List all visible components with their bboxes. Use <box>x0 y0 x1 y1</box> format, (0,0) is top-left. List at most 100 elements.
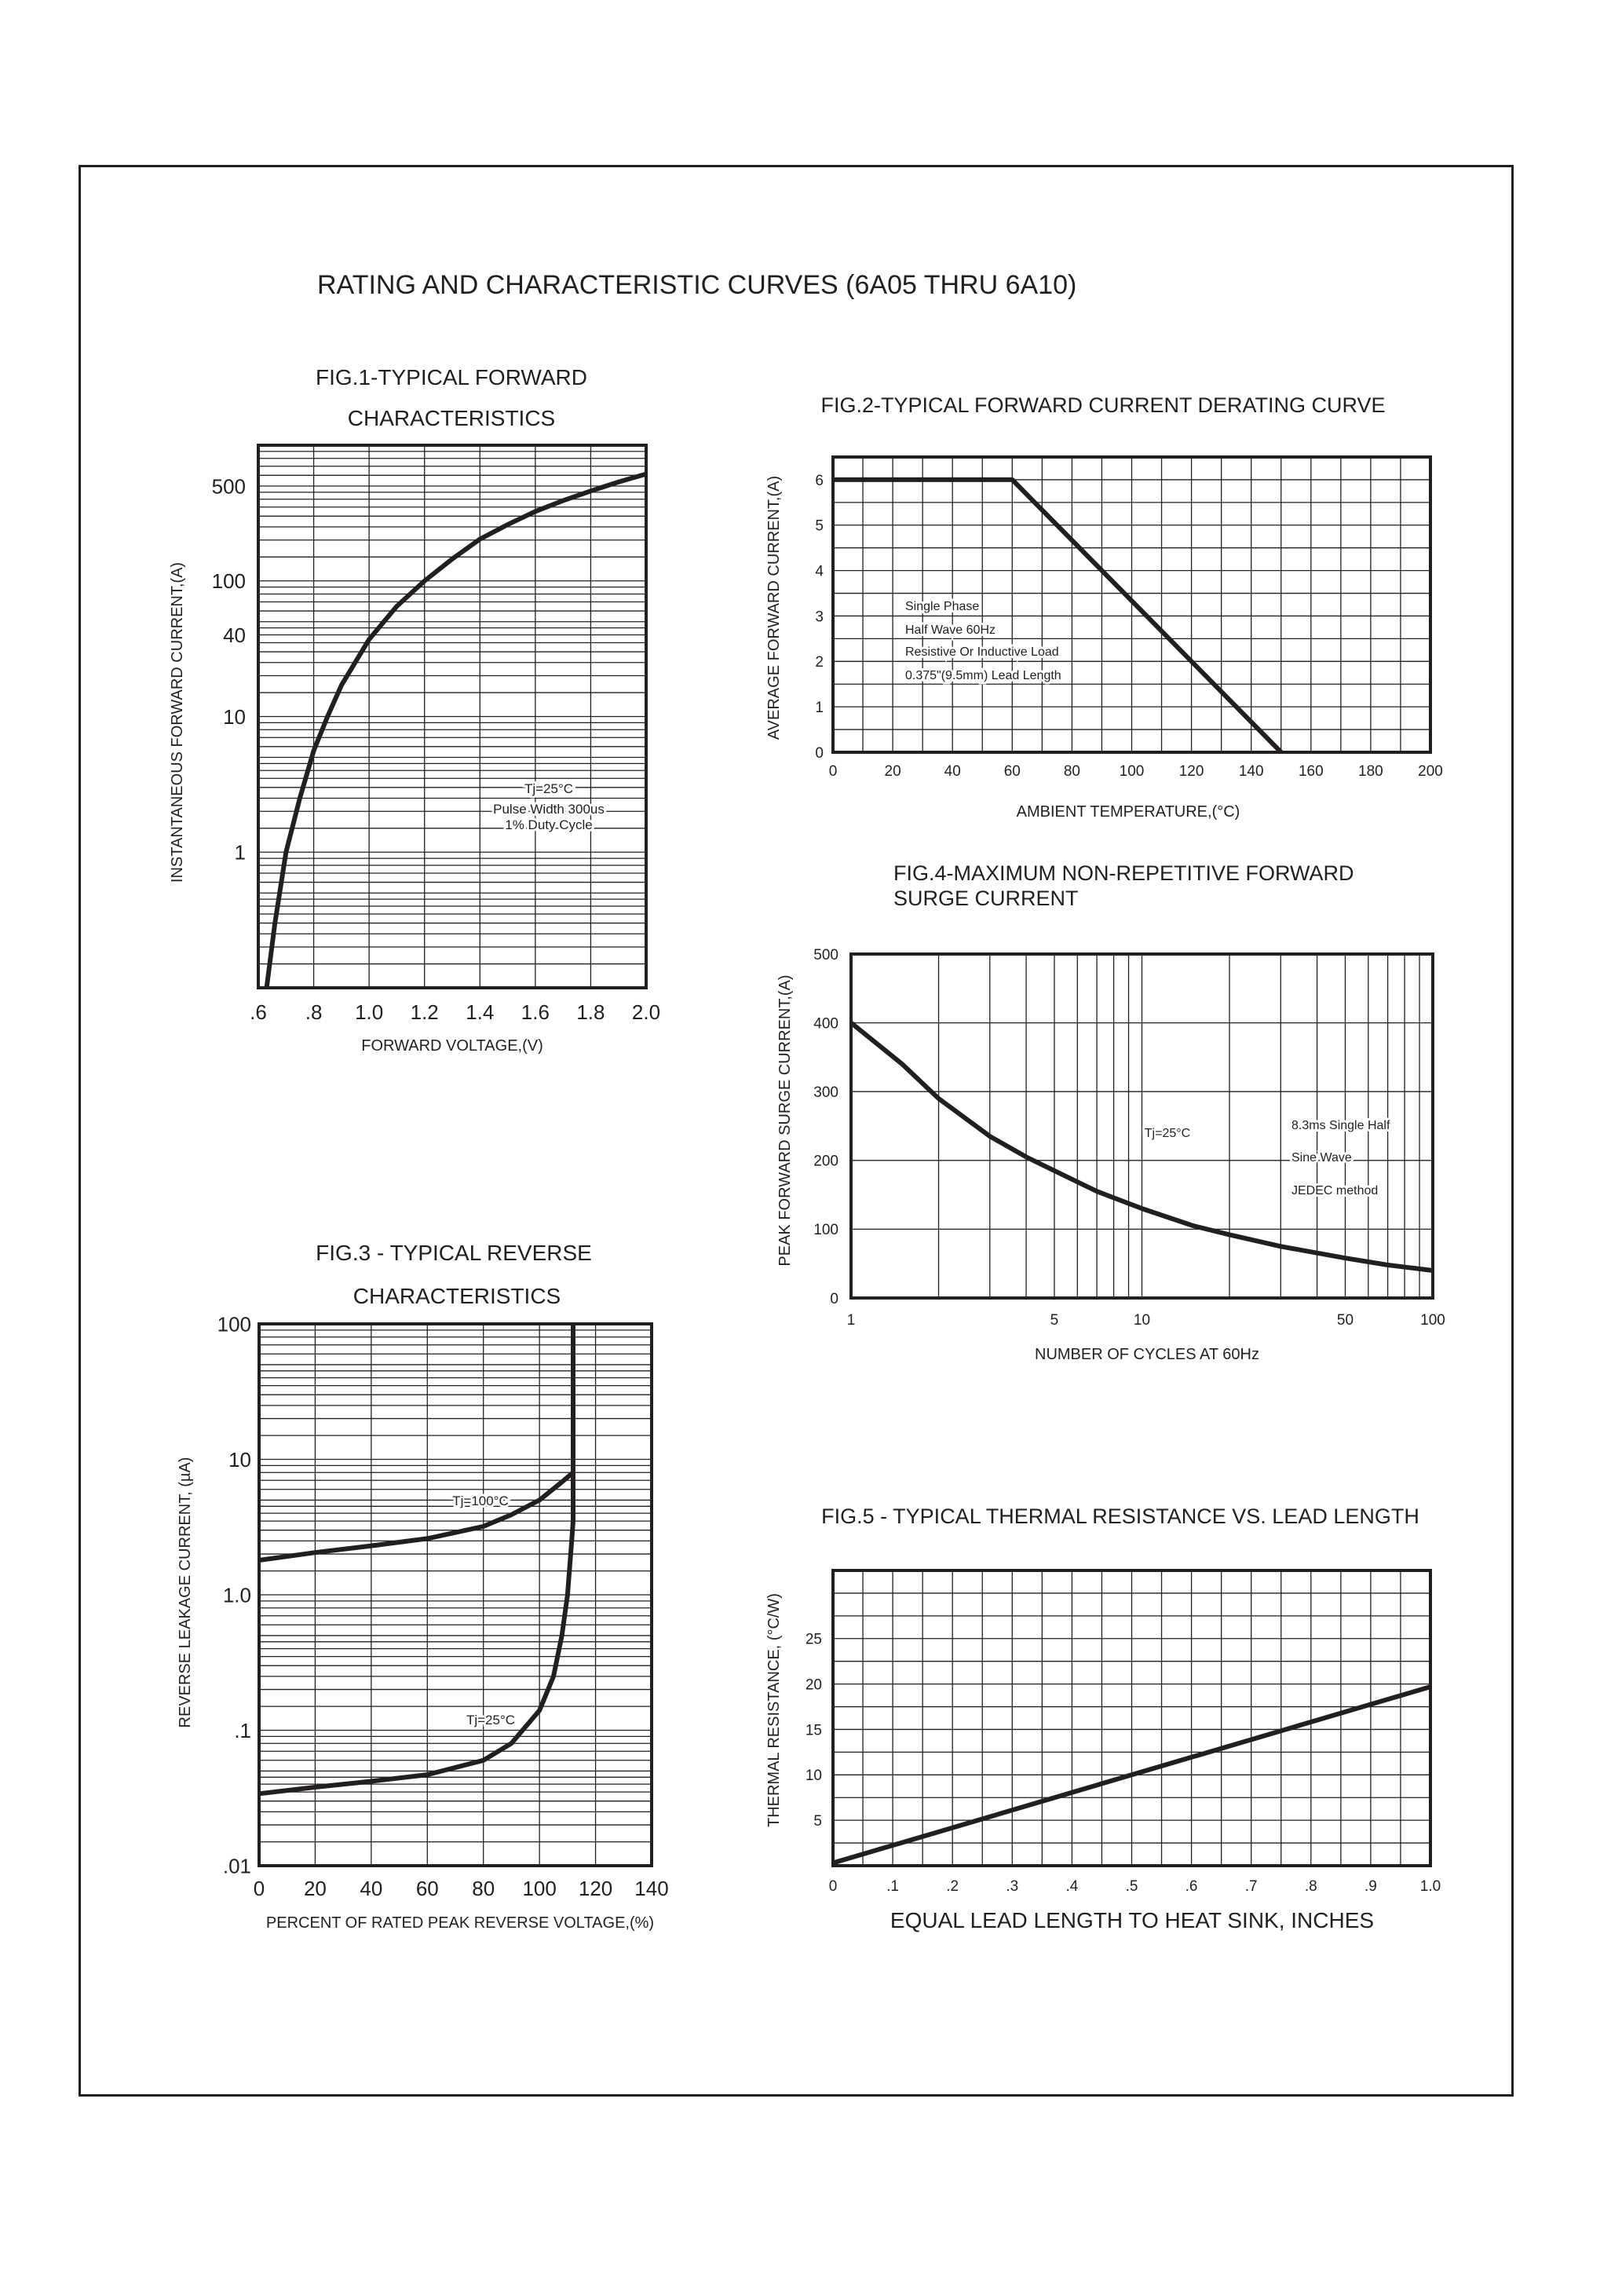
chart-fig3: Tj=100°C Tj=25°C FIG.3 - TYPICAL REVERSE CH… <box>177 1241 669 1932</box>
annotation-text: Tj=25°C <box>524 781 573 796</box>
annotation-text: Sine Wave <box>1291 1151 1352 1164</box>
plot-frame <box>258 1322 653 1867</box>
y-tick-label: 500 <box>813 947 838 963</box>
series-label: Tj=25°C <box>466 1713 515 1727</box>
x-tick-label: 180 <box>1358 763 1383 780</box>
x-tick-label: .3 <box>1006 1878 1018 1895</box>
y-tick-label: 200 <box>813 1153 838 1170</box>
x-tick-label: 80 <box>1064 763 1080 780</box>
x-tick-label: 0 <box>829 1878 838 1895</box>
x-tick-label: 40 <box>360 1877 382 1900</box>
x-tick-label: 140 <box>1239 763 1264 780</box>
y-axis-label: INSTANTANEOUS FORWARD CURRENT,(A) <box>169 562 186 883</box>
y-tick-label: 6 <box>815 473 824 489</box>
chart-title: CHARACTERISTICS <box>353 1284 561 1308</box>
x-tick-label: 1.0 <box>1420 1878 1441 1895</box>
y-tick-label: .01 <box>223 1854 251 1877</box>
series-line-1 <box>833 477 1283 755</box>
x-tick-label: 60 <box>416 1877 439 1900</box>
x-tick-label: 120 <box>1179 763 1204 780</box>
y-tick-label: 15 <box>806 1722 822 1738</box>
x-tick-label: 1.0 <box>355 1000 383 1024</box>
x-tick-label: 1.2 <box>411 1000 439 1024</box>
series-line-1 <box>258 1470 575 1563</box>
y-tick-label: 3 <box>815 609 824 625</box>
y-tick-label: 10 <box>223 705 246 729</box>
chart-title: FIG.2-TYPICAL FORWARD CURRENT DERATING C… <box>820 393 1385 417</box>
x-tick-label: 140 <box>634 1877 668 1900</box>
page-title: RATING AND CHARACTERISTIC CURVES (6A05 T… <box>317 270 1077 300</box>
y-tick-label: 300 <box>813 1084 838 1101</box>
y-tick-label: .1 <box>234 1719 251 1742</box>
chart-title: FIG.4-MAXIMUM NON-REPETITIVE FORWARD <box>893 861 1354 885</box>
x-axis-label: FORWARD VOLTAGE,(V) <box>361 1037 543 1055</box>
y-tick-label: 20 <box>806 1676 822 1693</box>
x-axis-label: PERCENT OF RATED PEAK REVERSE VOLTAGE,(%… <box>266 1914 654 1932</box>
annotation-text: Pulse Width 300us <box>493 802 605 817</box>
x-tick-label: 5 <box>1050 1312 1059 1329</box>
annotation-text: 1% Duty Cycle <box>505 817 592 832</box>
y-tick-label: 1 <box>235 841 246 865</box>
x-tick-label: .7 <box>1245 1878 1258 1895</box>
annotation-text: 8.3ms Single Half <box>1291 1119 1390 1132</box>
x-tick-label: .6 <box>1185 1878 1198 1895</box>
plot-frame <box>831 1569 1432 1867</box>
x-tick-label: .8 <box>305 1000 323 1024</box>
page-border <box>79 165 1514 2097</box>
plot-frame <box>257 444 648 989</box>
plot-frame <box>831 455 1432 754</box>
chart-fig2: Single Phase Half Wave 60Hz Resistive Or I… <box>765 393 1443 821</box>
x-tick-label: .2 <box>946 1878 959 1895</box>
chart-title: FIG.5 - TYPICAL THERMAL RESISTANCE VS. L… <box>821 1504 1419 1528</box>
x-tick-label: 160 <box>1299 763 1324 780</box>
x-tick-label: 100 <box>1120 763 1145 780</box>
annotation-text: Tj=25°C <box>1145 1127 1190 1140</box>
x-tick-label: 80 <box>472 1877 495 1900</box>
gridlines <box>850 953 1433 1299</box>
chart-title: CHARACTERISTICS <box>348 406 555 430</box>
gridlines <box>832 1570 1431 1866</box>
annotation-text: Single Phase <box>905 600 979 613</box>
x-tick-label: 20 <box>304 1877 327 1900</box>
y-tick-label: 25 <box>806 1632 822 1648</box>
x-tick-label: 1.6 <box>521 1000 550 1024</box>
x-tick-label: .9 <box>1364 1878 1377 1895</box>
x-tick-label: .5 <box>1126 1878 1138 1895</box>
y-tick-label: 0 <box>815 745 824 762</box>
y-tick-label: 1.0 <box>223 1583 251 1607</box>
x-tick-label: 10 <box>1134 1312 1150 1329</box>
y-axis-label: REVERSE LEAKAGE CURRENT, (µA) <box>177 1457 194 1728</box>
gridlines <box>258 445 647 989</box>
x-tick-label: 0 <box>829 763 838 780</box>
x-tick-label: .4 <box>1065 1878 1078 1895</box>
y-tick-label: 4 <box>815 563 824 579</box>
y-tick-label: 100 <box>217 1312 251 1336</box>
y-tick-label: 1 <box>815 700 824 716</box>
x-tick-label: .6 <box>250 1000 267 1024</box>
y-tick-label: 0 <box>830 1291 838 1307</box>
plot-frame <box>849 952 1434 1300</box>
x-axis-label: EQUAL LEAD LENGTH TO HEAT SINK, INCHES <box>890 1908 1374 1932</box>
y-tick-label: 10 <box>806 1768 822 1784</box>
chart-fig5: FIG.5 - TYPICAL THERMAL RESISTANCE VS. L… <box>765 1504 1441 1932</box>
series-line-1 <box>264 471 647 989</box>
x-tick-label: 2.0 <box>632 1000 660 1024</box>
y-tick-label: 5 <box>813 1813 822 1830</box>
x-tick-label: 40 <box>944 763 961 780</box>
x-tick-label: 60 <box>1004 763 1021 780</box>
y-tick-label: 5 <box>815 518 824 535</box>
series-line-1 <box>832 1684 1431 1866</box>
y-axis-label: AVERAGE FORWARD CURRENT,(A) <box>765 476 783 740</box>
y-tick-label: 2 <box>815 654 824 671</box>
y-tick-label: 40 <box>223 623 246 647</box>
x-axis-label: NUMBER OF CYCLES AT 60Hz <box>1035 1346 1259 1363</box>
x-tick-label: .8 <box>1305 1878 1317 1895</box>
x-tick-label: 1.4 <box>466 1000 494 1024</box>
y-tick-label: 100 <box>212 569 246 593</box>
x-tick-label: 20 <box>885 763 901 780</box>
x-tick-label: 200 <box>1418 763 1443 780</box>
y-tick-label: 100 <box>813 1222 838 1238</box>
x-tick-label: 50 <box>1337 1312 1353 1329</box>
